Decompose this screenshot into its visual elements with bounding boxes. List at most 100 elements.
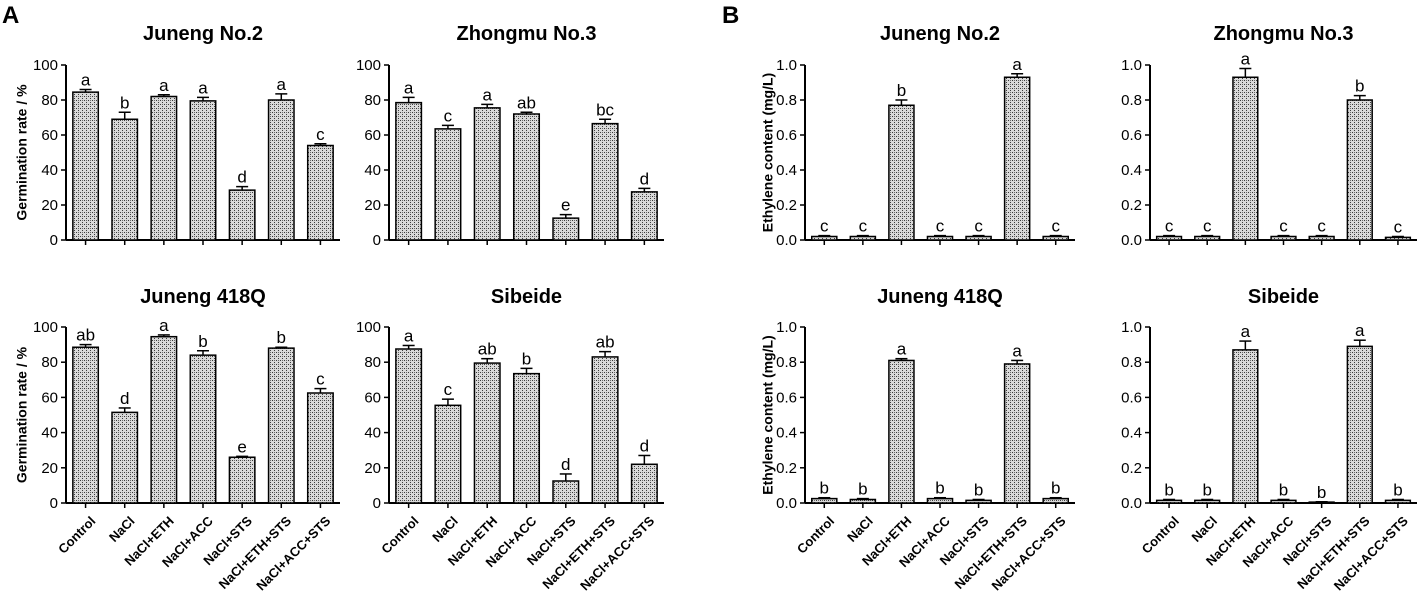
significance-letter: c [316, 370, 325, 389]
y-tick-label: 1.0 [1121, 319, 1142, 336]
y-tick-label: 0.4 [776, 162, 797, 179]
significance-letter: c [1317, 217, 1326, 236]
y-tick-label: 100 [356, 57, 381, 74]
significance-letter: e [237, 437, 246, 456]
y-tick-label: 0.4 [1121, 425, 1142, 442]
bar [849, 498, 877, 504]
significance-letter: c [1165, 217, 1174, 236]
significance-letter: c [316, 125, 325, 144]
bar [72, 91, 100, 241]
significance-letter: b [1279, 480, 1288, 499]
bar [1042, 497, 1070, 504]
significance-letter: b [522, 349, 531, 368]
significance-letter: a [1241, 322, 1251, 341]
significance-letter: a [198, 78, 208, 97]
x-category-label: Control [378, 513, 421, 556]
y-tick-label: 100 [33, 319, 58, 336]
bar [1384, 236, 1412, 241]
significance-letter: ab [478, 340, 497, 359]
chart-title: Zhongmu No.3 [457, 23, 597, 45]
significance-letter: b [935, 479, 944, 498]
bar [1194, 499, 1221, 504]
bar [811, 497, 838, 504]
y-tick-label: 60 [41, 389, 58, 406]
panel-label-a: A [2, 2, 20, 29]
bar [111, 118, 139, 241]
bar [228, 456, 256, 504]
y-axis-label: Germination rate / % [13, 84, 29, 221]
significance-letter: a [1012, 55, 1022, 74]
chart-title: Juneng 418Q [140, 286, 266, 308]
x-category-label: NaCl [1189, 513, 1221, 545]
y-tick-label: 20 [41, 197, 58, 214]
bar [189, 354, 217, 504]
y-tick-label: 80 [364, 354, 381, 371]
chart-1: Juneng No.2 Germination rate / % 0 20 40 60 80… [13, 23, 340, 249]
y-tick-label: 0.6 [776, 127, 797, 144]
bar [1232, 76, 1259, 241]
x-category-label: Control [1139, 513, 1182, 556]
y-tick-label: 20 [364, 460, 381, 477]
significance-letter: a [159, 316, 169, 335]
significance-letter: c [820, 217, 829, 236]
y-tick-label: 20 [41, 460, 58, 477]
bar [395, 101, 423, 241]
bar [72, 346, 100, 504]
significance-letter: a [404, 78, 414, 97]
y-tick-label: 0 [50, 232, 58, 249]
x-category-label: NaCl+ACC+STS [253, 513, 333, 593]
significance-letter: c [1394, 218, 1403, 237]
significance-letter: b [1051, 479, 1060, 498]
significance-letter: b [198, 332, 207, 351]
significance-letter: c [936, 217, 945, 236]
bar [926, 235, 954, 241]
bar [189, 100, 217, 241]
significance-letter: c [1203, 217, 1212, 236]
y-tick-label: 0.8 [776, 354, 797, 371]
chart-title: Juneng No.2 [880, 23, 1000, 45]
bar [888, 104, 915, 241]
significance-letter: b [120, 93, 129, 112]
bar [512, 113, 541, 241]
y-tick-label: 40 [41, 162, 58, 179]
bar [552, 217, 580, 241]
y-tick-label: 100 [356, 319, 381, 336]
bar [1308, 235, 1335, 241]
significance-letter: b [820, 479, 829, 498]
bar [552, 480, 580, 504]
significance-letter: b [1393, 480, 1402, 499]
significance-letter: a [1241, 50, 1251, 69]
y-tick-label: 20 [364, 197, 381, 214]
significance-letter: bc [596, 100, 614, 119]
y-tick-label: 60 [364, 127, 381, 144]
significance-letter: d [640, 169, 649, 188]
significance-letter: d [561, 455, 570, 474]
y-tick-label: 80 [41, 92, 58, 109]
significance-letter: b [974, 480, 983, 499]
panel-label-b: B [722, 2, 740, 29]
y-tick-label: 0.6 [776, 389, 797, 406]
chart-2: Zhongmu No.3 0 20 40 60 80 100 a c a ab e bc d [356, 23, 664, 249]
y-tick-label: 0.6 [1121, 127, 1142, 144]
bar [630, 463, 658, 504]
bar [1270, 499, 1297, 504]
bar [473, 362, 501, 504]
significance-letter: d [120, 389, 129, 408]
significance-letter: c [1051, 217, 1060, 236]
bar [306, 392, 334, 504]
bar [965, 235, 992, 241]
bar [849, 235, 877, 241]
significance-letter: a [1012, 341, 1022, 360]
y-tick-label: 60 [41, 127, 58, 144]
bar [1346, 345, 1373, 504]
bar [1384, 499, 1412, 504]
bar [591, 122, 619, 241]
y-tick-label: 0.8 [1121, 354, 1142, 371]
significance-letter: b [277, 328, 286, 347]
significance-letter: c [444, 106, 453, 125]
bar [228, 189, 256, 241]
y-tick-label: 0.2 [1121, 197, 1142, 214]
significance-letter: d [640, 436, 649, 455]
